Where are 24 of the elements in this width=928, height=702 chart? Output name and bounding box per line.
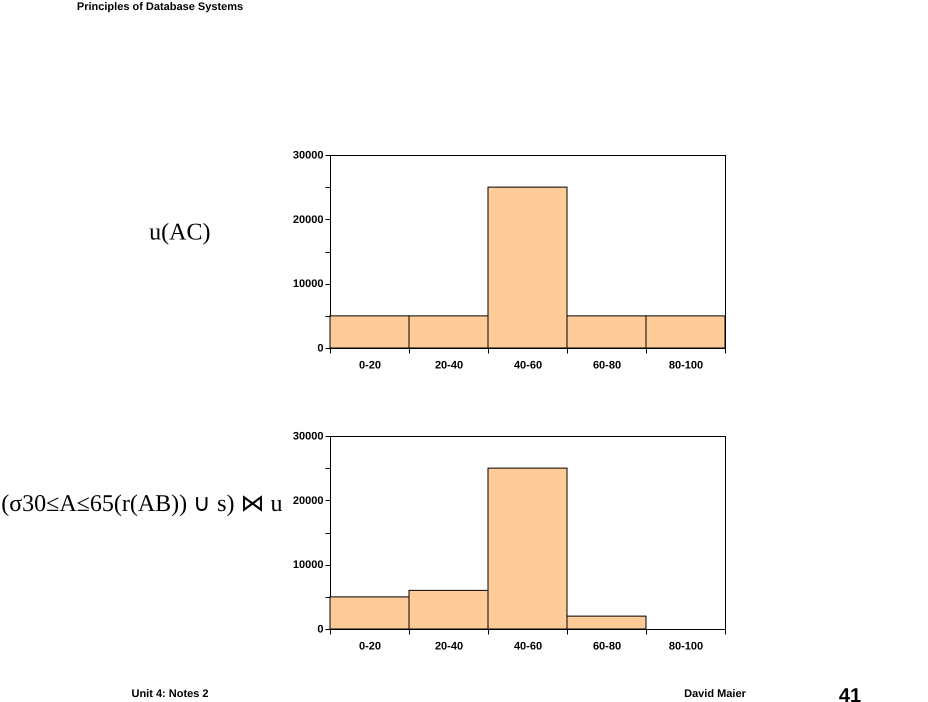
x-tick-label: 0-20: [358, 640, 382, 652]
y-tick-label: 30000: [292, 150, 324, 162]
x-tick-label: 20-40: [434, 640, 464, 652]
text: David Maier: [684, 688, 747, 700]
x-tick-label: 0-20: [358, 360, 382, 372]
y-tick-label: 30000: [292, 430, 324, 442]
text: Principles of Database Systems: [76, 1, 244, 13]
text: Unit 4: Notes 2: [131, 688, 209, 700]
x-tick-label: 20-40: [434, 360, 464, 372]
y-tick-label: 10000: [292, 559, 324, 572]
x-tick-label: 80-100: [668, 360, 704, 372]
x-tick-label: 60-80: [592, 360, 622, 372]
x-tick-label: 40-60: [514, 640, 542, 652]
y-tick-label: 20000: [292, 494, 324, 507]
x-tick-label: 60-80: [592, 640, 622, 652]
y-tick-label: 10000: [292, 278, 324, 290]
x-tick-label: 40-60: [514, 360, 542, 372]
text: 41: [838, 685, 862, 702]
x-tick-label: 80-100: [668, 640, 704, 652]
y-axis-title: (σ30≤A≤65(r(AB)) ∪ s) ⋈ u: [1, 491, 282, 518]
y-tick-label: 0: [317, 624, 324, 636]
y-tick-label: 20000: [292, 214, 324, 226]
y-tick-label: 0: [317, 342, 324, 354]
y-axis-title: u(AC): [149, 220, 210, 246]
